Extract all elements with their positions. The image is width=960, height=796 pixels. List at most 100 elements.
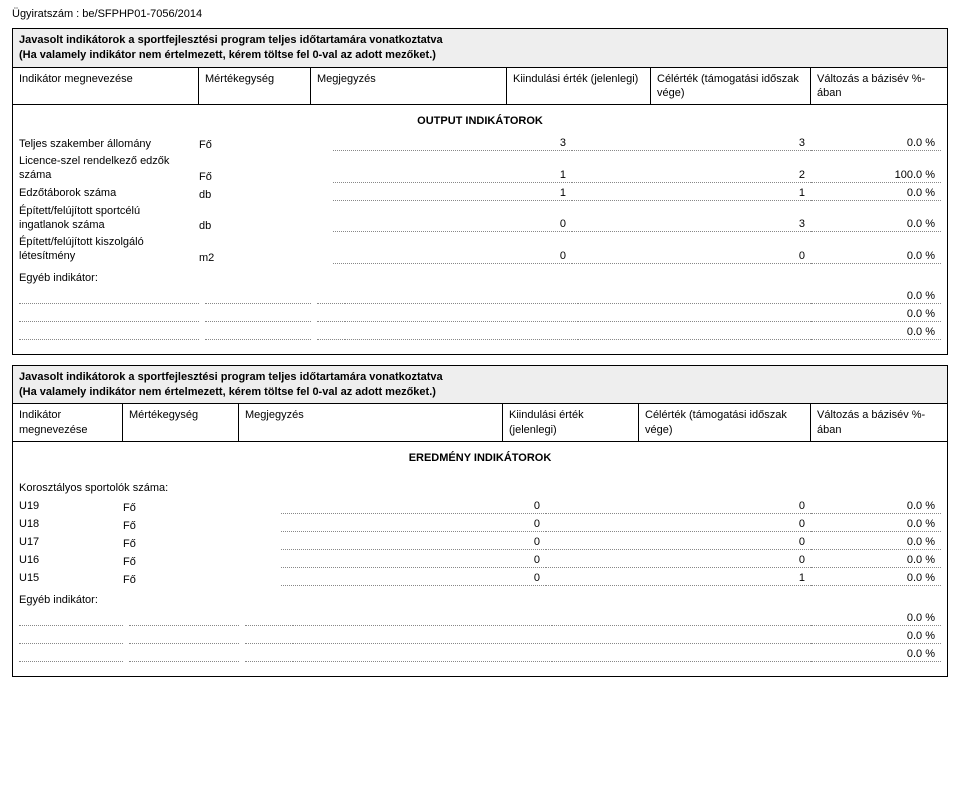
empty-note: [317, 308, 345, 322]
empty-unit: [205, 290, 311, 304]
col-note: Megjegyzés: [311, 68, 507, 105]
row-unit: Fő: [123, 520, 233, 532]
col-start-value: Kiindulási érték (jelenlegi): [503, 404, 639, 441]
row-target: 0: [572, 250, 811, 264]
table-row: U15 Fő 0 1 0.0 %: [19, 572, 941, 586]
row-unit: m2: [199, 252, 305, 264]
result-indicators-block: Javasolt indikátorok a sportfejlesztési …: [12, 365, 948, 677]
row-change: 0.0 %: [811, 554, 941, 568]
empty-label: [19, 326, 199, 340]
row-target: 1: [572, 187, 811, 201]
block2-title: Javasolt indikátorok a sportfejlesztési …: [13, 366, 947, 405]
block2-body: EREDMÉNY INDIKÁTOROK Korosztályos sporto…: [13, 442, 947, 676]
empty-unit: [129, 630, 239, 644]
empty-target: [578, 326, 811, 340]
block1-body: OUTPUT INDIKÁTOROK Teljes szakember állo…: [13, 105, 947, 354]
row-change: 0.0 %: [811, 536, 941, 550]
block1-section-title: OUTPUT INDIKÁTOROK: [19, 109, 941, 137]
row-change: 0.0 %: [811, 250, 941, 264]
row-target: 1: [546, 572, 811, 586]
empty-change: 0.0 %: [811, 308, 941, 322]
empty-change: 0.0 %: [811, 612, 941, 626]
col-target-value: Célérték (támogatási időszak vége): [639, 404, 811, 441]
table-row: Épített/felújított sportcélú ingatlanok …: [19, 205, 941, 233]
row-unit: Fő: [199, 171, 305, 183]
table-row: U18 Fő 0 0 0.0 %: [19, 518, 941, 532]
empty-label: [19, 630, 123, 644]
row-change: 0.0 %: [811, 187, 941, 201]
empty-change: 0.0 %: [811, 648, 941, 662]
row-unit: Fő: [199, 139, 305, 151]
empty-label: [19, 290, 199, 304]
block2-section-title: EREDMÉNY INDIKÁTOROK: [19, 446, 941, 474]
row-start: 1: [333, 169, 572, 183]
empty-label: [19, 308, 199, 322]
col-note: Megjegyzés: [239, 404, 503, 441]
row-unit: Fő: [123, 556, 233, 568]
row-unit: Fő: [123, 574, 233, 586]
empty-note: [245, 648, 293, 662]
row-change: 0.0 %: [811, 500, 941, 514]
row-start: 0: [281, 500, 546, 514]
row-start: 0: [333, 218, 572, 232]
row-unit: db: [199, 220, 305, 232]
other-indicator-label: Egyéb indikátor:: [19, 594, 941, 606]
empty-change: 0.0 %: [811, 630, 941, 644]
row-label: U19: [19, 500, 123, 514]
empty-target: [578, 308, 811, 322]
row-start: 1: [333, 187, 572, 201]
row-target: 2: [572, 169, 811, 183]
block1-column-headers: Indikátor megnevezése Mértékegység Megje…: [13, 68, 947, 106]
empty-row: 0.0 %: [19, 648, 941, 662]
empty-start: [345, 290, 578, 304]
row-label: Épített/felújított sportcélú ingatlanok …: [19, 205, 199, 233]
col-unit: Mértékegység: [123, 404, 239, 441]
empty-unit: [129, 648, 239, 662]
row-unit: db: [199, 189, 305, 201]
col-change: Változás a bázisév %-ában: [811, 68, 947, 105]
empty-row: 0.0 %: [19, 290, 941, 304]
block1-title: Javasolt indikátorok a sportfejlesztési …: [13, 29, 947, 68]
empty-note: [317, 290, 345, 304]
row-start: 0: [281, 536, 546, 550]
row-label: Teljes szakember állomány: [19, 138, 199, 152]
empty-unit: [205, 308, 311, 322]
row-label: Épített/felújított kiszolgáló létesítmén…: [19, 236, 199, 264]
empty-start: [293, 630, 552, 644]
row-change: 0.0 %: [811, 218, 941, 232]
row-change: 0.0 %: [811, 518, 941, 532]
empty-label: [19, 612, 123, 626]
table-row: U17 Fő 0 0 0.0 %: [19, 536, 941, 550]
row-start: 0: [333, 250, 572, 264]
col-start-value: Kiindulási érték (jelenlegi): [507, 68, 651, 105]
other-indicator-label: Egyéb indikátor:: [19, 272, 941, 284]
empty-note: [245, 630, 293, 644]
empty-row: 0.0 %: [19, 308, 941, 322]
age-group-subhead: Korosztályos sportolók száma:: [19, 482, 941, 494]
col-indicator-name: Indikátor megnevezése: [13, 68, 199, 105]
row-start: 0: [281, 572, 546, 586]
row-target: 0: [546, 536, 811, 550]
empty-row: 0.0 %: [19, 326, 941, 340]
empty-note: [317, 326, 345, 340]
table-row: Licence-szel rendelkező edzők száma Fő 1…: [19, 155, 941, 183]
row-target: 3: [572, 218, 811, 232]
col-unit: Mértékegység: [199, 68, 311, 105]
empty-unit: [129, 612, 239, 626]
row-change: 0.0 %: [811, 572, 941, 586]
row-label: Edzőtáborok száma: [19, 187, 199, 201]
empty-start: [293, 612, 552, 626]
block1-title-line1: Javasolt indikátorok a sportfejlesztési …: [19, 33, 941, 48]
table-row: U19 Fő 0 0 0.0 %: [19, 500, 941, 514]
empty-note: [245, 612, 293, 626]
row-unit: Fő: [123, 502, 233, 514]
row-label: Licence-szel rendelkező edzők száma: [19, 155, 199, 183]
row-target: 0: [546, 554, 811, 568]
row-change: 0.0 %: [811, 137, 941, 151]
row-target: 0: [546, 500, 811, 514]
row-label: U15: [19, 572, 123, 586]
empty-target: [552, 648, 811, 662]
table-row: Teljes szakember állomány Fő 3 3 0.0 %: [19, 137, 941, 151]
row-target: 0: [546, 518, 811, 532]
empty-target: [552, 612, 811, 626]
